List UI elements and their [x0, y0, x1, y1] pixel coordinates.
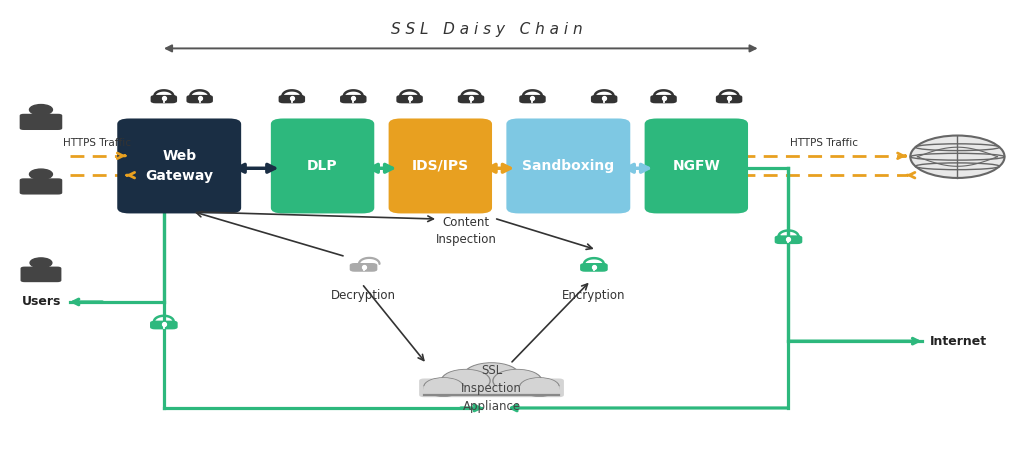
Circle shape — [910, 136, 1005, 178]
Text: HTTPS Traffic: HTTPS Traffic — [63, 138, 131, 148]
Circle shape — [442, 371, 488, 391]
FancyBboxPatch shape — [270, 118, 375, 213]
FancyBboxPatch shape — [186, 95, 213, 103]
Circle shape — [465, 364, 518, 388]
FancyBboxPatch shape — [580, 263, 608, 272]
FancyBboxPatch shape — [775, 235, 803, 244]
FancyBboxPatch shape — [117, 118, 242, 213]
Text: Encryption: Encryption — [562, 289, 626, 302]
Text: DLP: DLP — [307, 159, 338, 173]
Text: S S L   D a i s y   C h a i n: S S L D a i s y C h a i n — [390, 23, 583, 37]
Text: Users: Users — [23, 296, 61, 308]
Circle shape — [441, 370, 489, 391]
Circle shape — [495, 371, 541, 391]
FancyBboxPatch shape — [19, 114, 62, 130]
FancyBboxPatch shape — [150, 321, 178, 330]
FancyBboxPatch shape — [151, 95, 177, 103]
FancyBboxPatch shape — [279, 95, 305, 103]
FancyBboxPatch shape — [19, 178, 62, 195]
Circle shape — [494, 370, 542, 391]
Circle shape — [521, 378, 558, 396]
Circle shape — [30, 105, 52, 115]
FancyBboxPatch shape — [716, 95, 742, 103]
FancyBboxPatch shape — [20, 266, 61, 282]
FancyBboxPatch shape — [507, 118, 631, 213]
Circle shape — [424, 378, 463, 396]
FancyBboxPatch shape — [419, 378, 564, 397]
Text: HTTPS Traffic: HTTPS Traffic — [791, 138, 858, 148]
Circle shape — [425, 378, 462, 396]
FancyBboxPatch shape — [458, 95, 484, 103]
FancyBboxPatch shape — [340, 95, 367, 103]
FancyBboxPatch shape — [349, 263, 377, 272]
FancyBboxPatch shape — [396, 95, 423, 103]
Text: Internet: Internet — [930, 335, 987, 348]
FancyBboxPatch shape — [519, 95, 546, 103]
FancyBboxPatch shape — [389, 118, 493, 213]
Text: SSL
Inspection
Appliance: SSL Inspection Appliance — [461, 364, 522, 413]
Circle shape — [464, 363, 519, 388]
Text: NGFW: NGFW — [673, 159, 720, 173]
FancyBboxPatch shape — [645, 118, 748, 213]
Text: Web
Gateway: Web Gateway — [145, 149, 213, 183]
Circle shape — [520, 378, 559, 396]
Text: Decryption: Decryption — [331, 289, 396, 302]
FancyBboxPatch shape — [423, 386, 560, 396]
FancyBboxPatch shape — [591, 95, 617, 103]
Circle shape — [30, 169, 52, 179]
Text: IDS/IPS: IDS/IPS — [412, 159, 469, 173]
FancyBboxPatch shape — [650, 95, 677, 103]
Text: Content
Inspection: Content Inspection — [435, 215, 497, 246]
Circle shape — [30, 258, 52, 268]
Text: Sandboxing: Sandboxing — [522, 159, 614, 173]
